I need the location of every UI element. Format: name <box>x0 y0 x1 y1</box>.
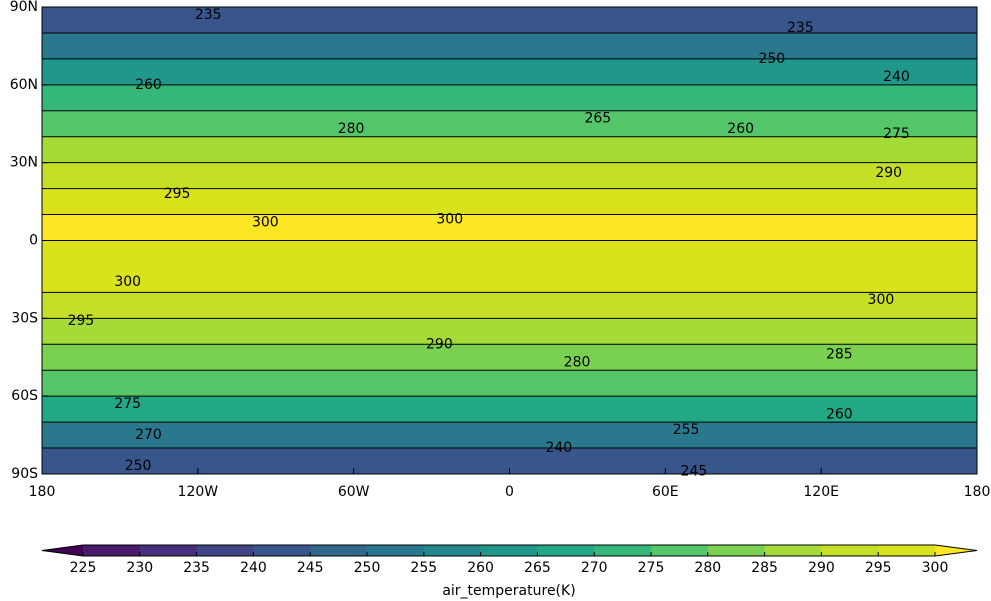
contour-label: 285 <box>826 347 853 363</box>
y-tick-label: 90N <box>10 0 38 15</box>
field-band <box>42 162 977 190</box>
contour-label: 275 <box>114 396 141 412</box>
colorbar-bin <box>821 545 879 556</box>
colorbar-bin <box>764 545 822 556</box>
field-band <box>42 84 977 112</box>
field-band <box>42 110 977 138</box>
colorbar-tick-label: 260 <box>467 560 494 576</box>
contour-label: 295 <box>164 186 191 202</box>
field-band <box>42 58 977 86</box>
contour-label: 300 <box>868 292 895 308</box>
colorbar-over <box>935 545 977 556</box>
colorbar-bin <box>651 545 709 556</box>
x-tick-label: 180 <box>29 484 56 500</box>
contour-label: 295 <box>68 313 95 329</box>
field-band <box>42 214 977 241</box>
field-band <box>42 188 977 216</box>
contour-label: 240 <box>545 440 572 456</box>
colorbar-tick-label: 290 <box>808 560 835 576</box>
contour-label: 280 <box>338 121 365 137</box>
contour-label: 255 <box>673 422 700 438</box>
colorbar-tick-label: 240 <box>240 560 267 576</box>
colorbar-tick-label: 275 <box>638 560 665 576</box>
colorbar-bin <box>707 545 766 556</box>
colorbar-under <box>42 545 83 556</box>
y-tick-label: 90S <box>11 466 38 482</box>
colorbar-bin <box>423 545 482 556</box>
colorbar-tick-label: 225 <box>70 560 97 576</box>
contour-label: 300 <box>114 274 141 290</box>
field-band <box>42 136 977 164</box>
contour-label: 280 <box>564 354 591 370</box>
field-band <box>42 292 977 319</box>
contour-label: 260 <box>727 121 754 137</box>
x-tick-label: 120E <box>803 484 839 500</box>
colorbar-bin <box>878 545 936 556</box>
colorbar-bin <box>139 545 198 556</box>
colorbar-tick-label: 270 <box>581 560 608 576</box>
colorbar-bin <box>367 545 425 556</box>
x-tick-label: 60E <box>652 484 679 500</box>
colorbar-tick-label: 255 <box>410 560 437 576</box>
colorbar-bin <box>83 545 141 556</box>
contour-label: 300 <box>252 214 279 230</box>
y-tick-label: 60S <box>11 388 38 404</box>
y-tick-label: 0 <box>29 233 38 249</box>
colorbar-bin <box>594 545 652 556</box>
colorbar-tick-label: 265 <box>524 560 551 576</box>
colorbar-tick-label: 280 <box>694 560 721 576</box>
colorbar-bin <box>537 545 595 556</box>
field-band <box>42 396 977 423</box>
colorbar: 225 230 235 240 245 250 255 260 265 270 275 280 285 2… <box>41 544 978 576</box>
field-band <box>42 422 977 449</box>
colorbar-bin <box>196 545 254 556</box>
contour-label: 250 <box>125 458 152 474</box>
field-band <box>42 32 977 60</box>
y-tick-label: 30N <box>10 155 38 171</box>
field-band <box>42 344 977 371</box>
field-band <box>42 318 977 345</box>
colorbar-bin <box>310 545 368 556</box>
field-band <box>42 7 977 34</box>
x-tick-label: 180 <box>964 484 991 500</box>
field-band <box>42 240 977 267</box>
contour-label: 290 <box>875 165 902 181</box>
colorbar-tick-label: 300 <box>922 560 949 576</box>
colorbar-tick-label: 285 <box>751 560 778 576</box>
contour-label: 235 <box>195 7 222 23</box>
colorbar-tick-label: 235 <box>183 560 210 576</box>
y-tick-label: 30S <box>11 310 38 326</box>
field-band <box>42 266 977 293</box>
y-tick-label: 60N <box>10 77 38 93</box>
contour-label: 240 <box>883 69 910 85</box>
colorbar-tick-label: 230 <box>126 560 153 576</box>
colorbar-bin <box>480 545 538 556</box>
contour-label: 260 <box>826 406 853 422</box>
colorbar-tick-label: 245 <box>297 560 324 576</box>
contour-label: 250 <box>758 51 785 67</box>
contour-label: 275 <box>883 126 910 142</box>
contour-label: 270 <box>135 427 162 443</box>
contour-label: 235 <box>787 20 814 36</box>
x-tick-label: 60W <box>338 484 370 500</box>
contour-label: 265 <box>584 111 611 127</box>
colorbar-tick-label: 295 <box>865 560 892 576</box>
contour-label: 245 <box>681 463 708 479</box>
contour-label: 260 <box>135 77 162 93</box>
contour-label: 290 <box>426 336 453 352</box>
x-tick-label: 0 <box>505 484 514 500</box>
colorbar-tick-label: 250 <box>354 560 381 576</box>
colorbar-bin <box>253 545 311 556</box>
x-tick-label: 120W <box>178 484 219 500</box>
contour-label: 300 <box>436 212 463 228</box>
colorbar-label: air_temperature(K) <box>442 583 575 599</box>
field-band <box>42 370 977 397</box>
